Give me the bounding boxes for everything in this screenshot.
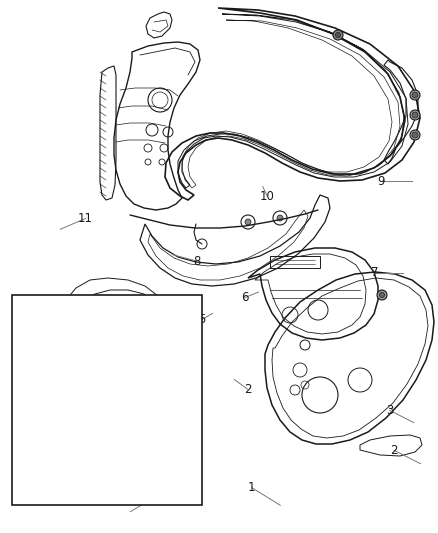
Circle shape	[412, 112, 418, 118]
Text: 1: 1	[248, 481, 256, 494]
Circle shape	[410, 110, 420, 120]
Text: 6: 6	[241, 291, 249, 304]
Circle shape	[412, 132, 418, 138]
Circle shape	[377, 290, 387, 300]
Text: 7: 7	[371, 266, 378, 279]
Text: 4: 4	[125, 328, 133, 341]
Circle shape	[245, 219, 251, 225]
Text: 11: 11	[78, 212, 93, 225]
Circle shape	[336, 33, 340, 37]
Text: 14: 14	[110, 399, 125, 411]
Text: 2: 2	[390, 444, 398, 457]
Text: 9: 9	[377, 175, 385, 188]
Text: 5: 5	[198, 313, 205, 326]
Text: 10: 10	[260, 190, 275, 203]
Text: 8: 8	[194, 255, 201, 268]
Text: 2: 2	[244, 383, 251, 395]
Text: 3: 3	[386, 404, 393, 417]
Circle shape	[277, 215, 283, 221]
Circle shape	[410, 130, 420, 140]
Bar	[12, 295, 202, 505]
Circle shape	[412, 92, 418, 98]
Text: 12: 12	[141, 495, 155, 507]
Circle shape	[379, 293, 385, 297]
Circle shape	[410, 90, 420, 100]
Circle shape	[333, 30, 343, 40]
Text: 13: 13	[44, 431, 59, 443]
